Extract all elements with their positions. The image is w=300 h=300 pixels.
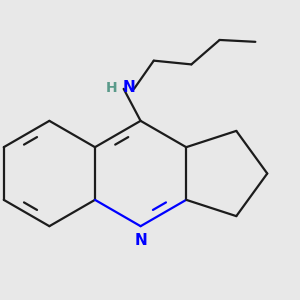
Text: H: H [106,81,117,95]
Text: N: N [134,233,147,248]
Text: N: N [123,80,136,95]
